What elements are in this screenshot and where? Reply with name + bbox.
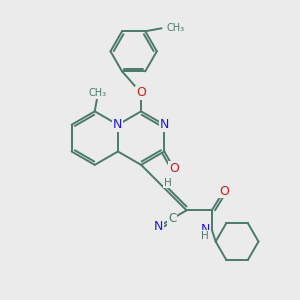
Text: O: O xyxy=(169,162,179,175)
Text: CH₃: CH₃ xyxy=(88,88,107,98)
Text: N: N xyxy=(201,223,210,236)
Text: N: N xyxy=(154,220,163,233)
Text: H: H xyxy=(201,231,209,241)
Text: N: N xyxy=(160,118,169,131)
Text: O: O xyxy=(219,184,229,197)
Text: N: N xyxy=(113,118,123,131)
Text: CH₃: CH₃ xyxy=(166,23,184,33)
Text: C: C xyxy=(168,212,176,225)
Text: H: H xyxy=(164,178,172,188)
Text: O: O xyxy=(136,86,146,99)
